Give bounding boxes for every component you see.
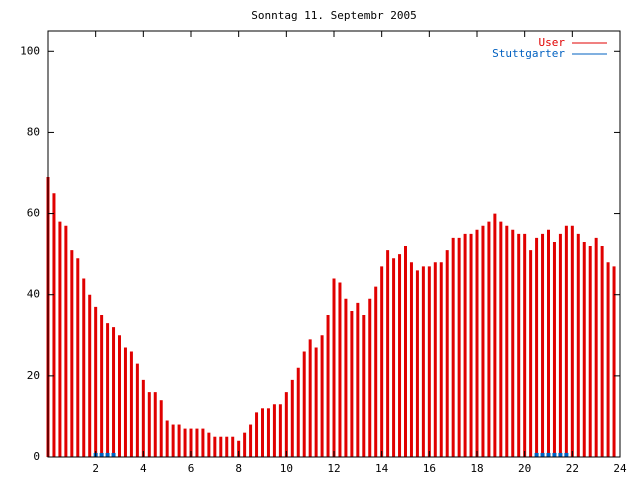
y-tick-label: 80	[27, 125, 40, 138]
legend-label: User	[539, 36, 566, 49]
x-tick-label: 4	[140, 462, 147, 475]
x-tick-label: 20	[518, 462, 531, 475]
legend-label: Stuttgarter	[492, 47, 565, 60]
x-tick-label: 12	[327, 462, 340, 475]
x-tick-label: 6	[188, 462, 195, 475]
x-tick-label: 16	[423, 462, 436, 475]
x-tick-label: 18	[470, 462, 483, 475]
x-tick-label: 2	[92, 462, 99, 475]
x-tick-label: 24	[613, 462, 627, 475]
x-tick-label: 22	[566, 462, 579, 475]
x-tick-label: 8	[235, 462, 242, 475]
y-tick-label: 100	[20, 44, 40, 57]
x-tick-label: 10	[280, 462, 293, 475]
y-tick-label: 0	[33, 450, 40, 463]
y-tick-label: 40	[27, 288, 40, 301]
chart-title: Sonntag 11. Septembr 2005	[251, 9, 417, 22]
y-tick-label: 60	[27, 207, 40, 220]
x-tick-label: 14	[375, 462, 389, 475]
y-tick-label: 20	[27, 369, 40, 382]
